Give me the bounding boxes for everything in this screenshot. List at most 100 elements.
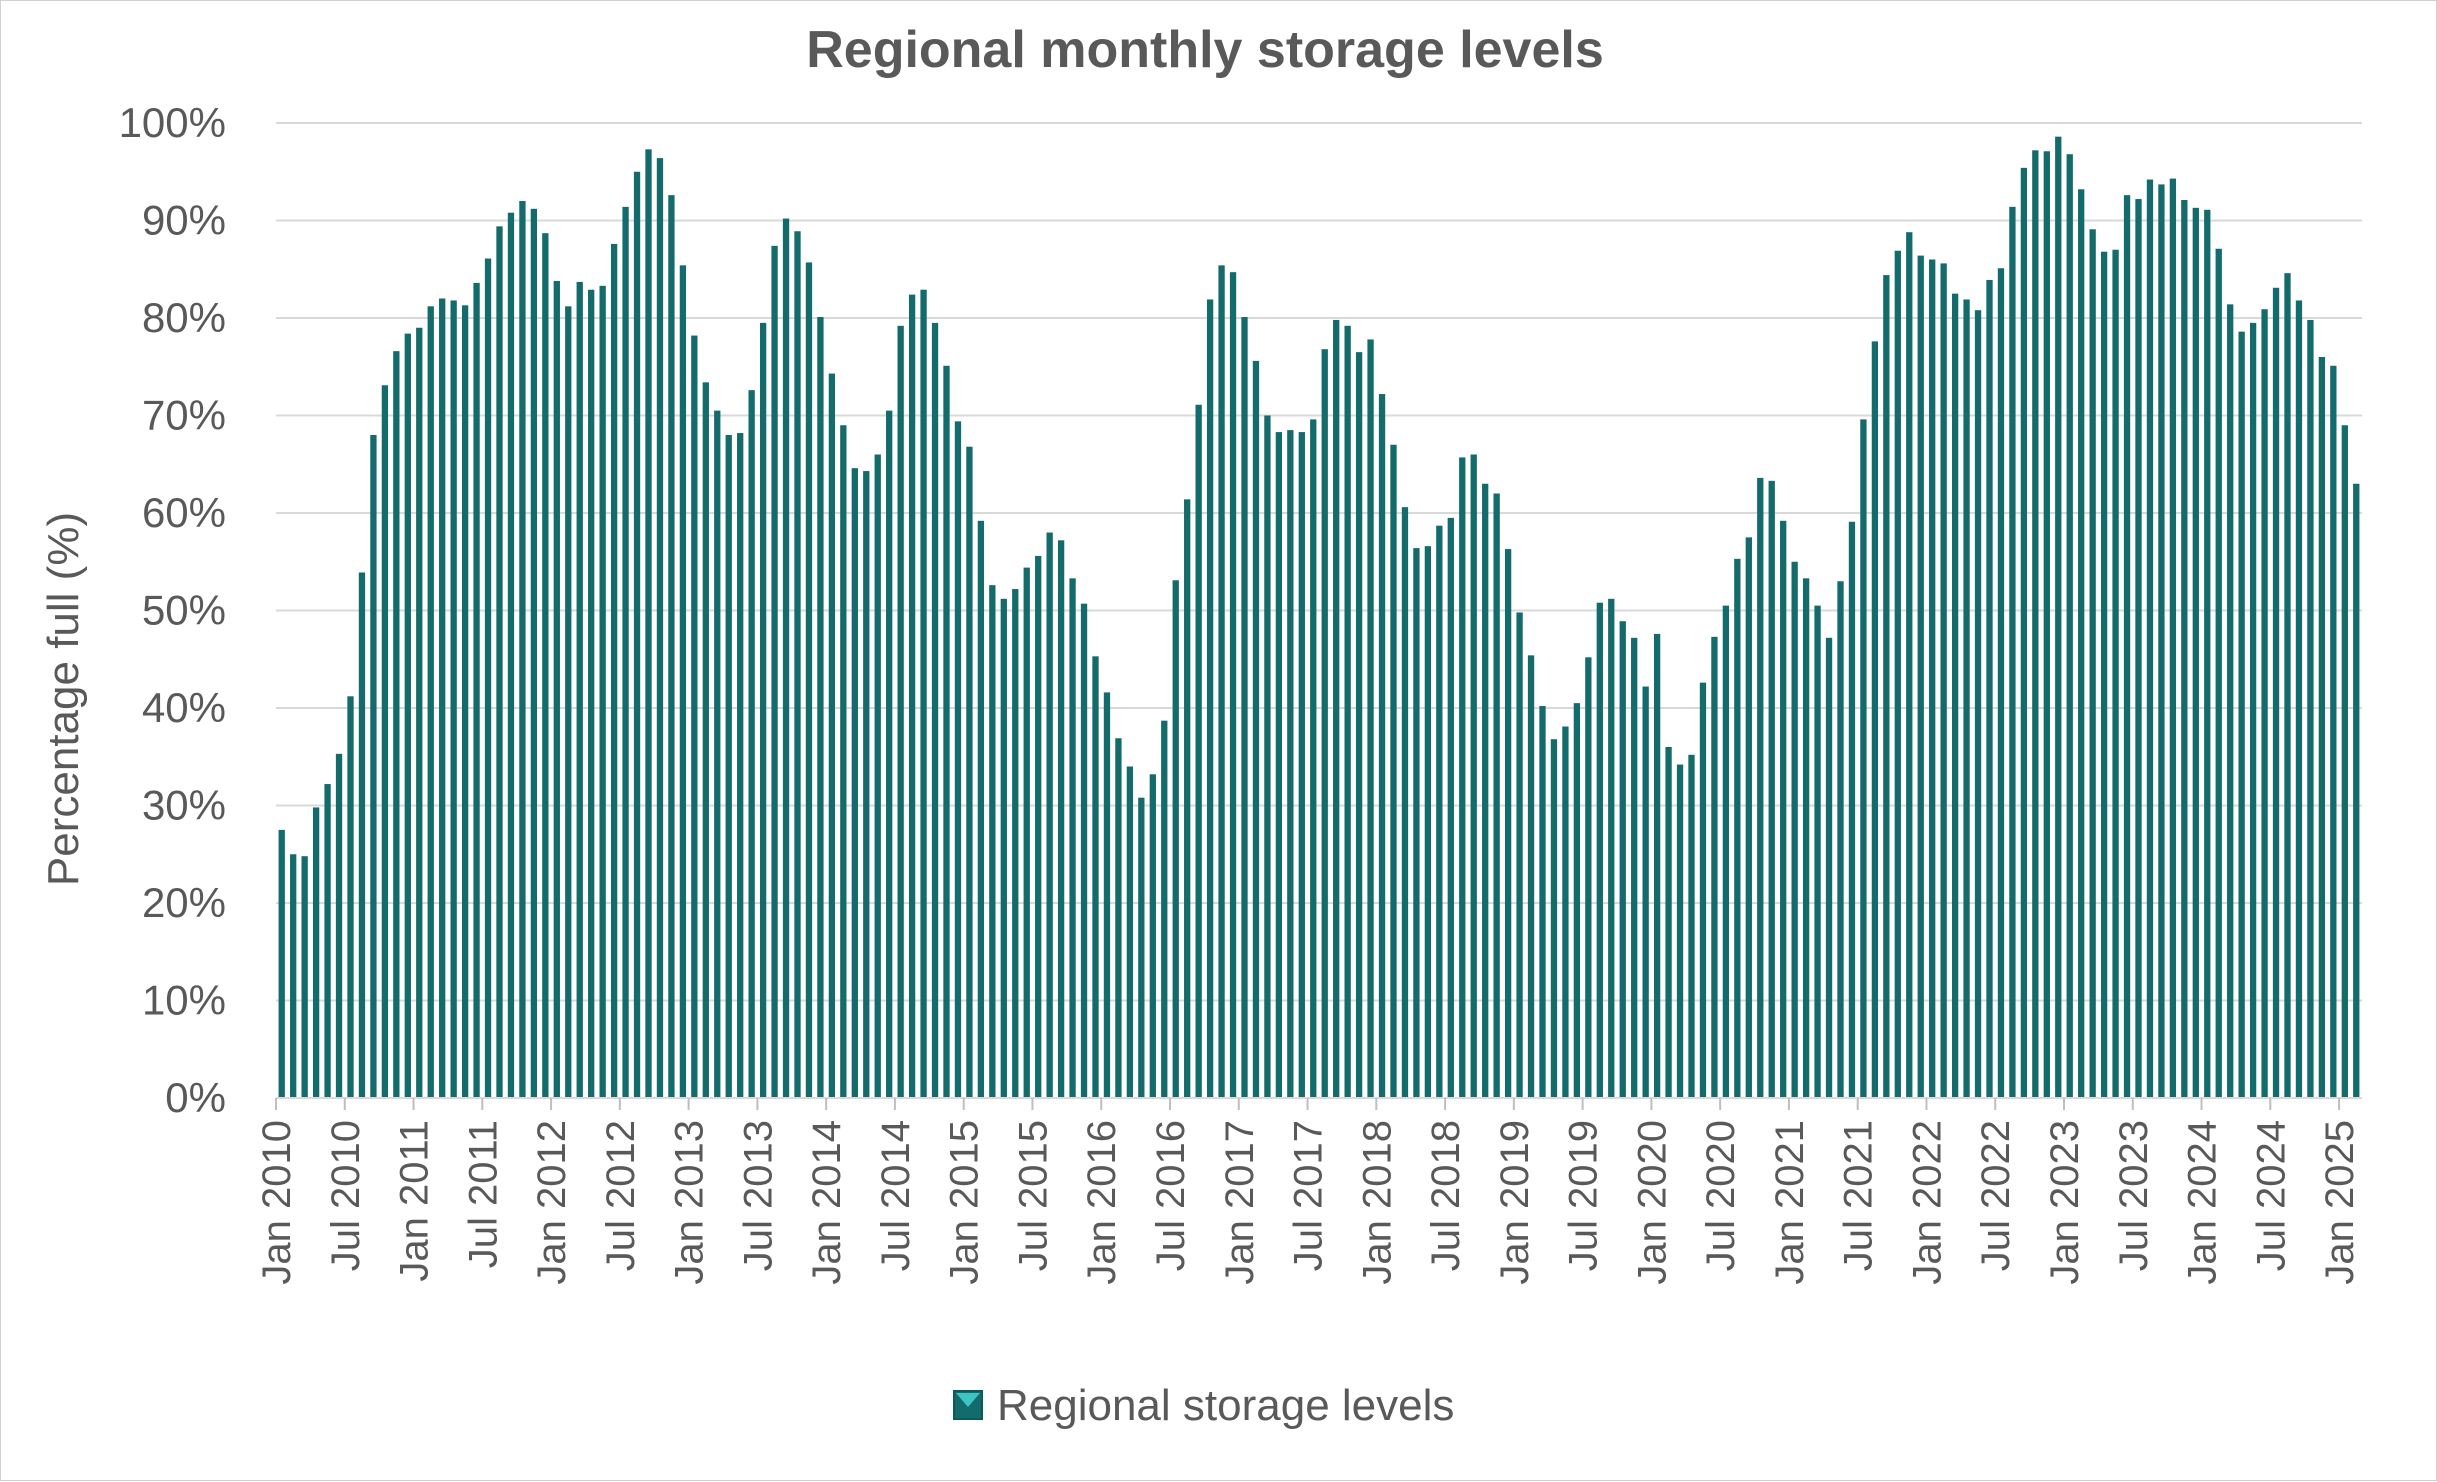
bar [656,158,664,1099]
x-tick-label: Jan 2018 [1355,1120,1399,1285]
x-tick-label: Jan 2013 [668,1120,712,1285]
bar [702,382,709,1099]
bar [1894,250,1901,1099]
bar [1848,521,1856,1098]
bar [2181,200,2188,1098]
y-tick-label: 20% [142,879,226,926]
bar [1367,339,1374,1098]
bar [2307,319,2314,1098]
bar [989,585,996,1098]
bar [1596,602,1603,1098]
bar [2009,206,2016,1099]
bar [312,807,320,1098]
bar [2135,199,2142,1099]
bar [2272,287,2280,1098]
bar [1734,558,1741,1098]
bar [439,298,446,1098]
bar [828,373,836,1099]
bar [817,317,824,1098]
x-tick-label: Jul 2014 [874,1120,918,1271]
bar [507,212,515,1098]
bar [1631,637,1638,1098]
bar [1378,394,1386,1098]
x-tick-labels: Jan 2010 Jul 2010 Jan 2011 Jul 2011 Jan 2012… [255,1098,2362,1285]
bar [2146,179,2154,1099]
bar [1275,432,1283,1099]
bar [278,829,285,1099]
bar [519,201,526,1098]
y-tick-label: 30% [142,782,226,829]
bar [2066,154,2073,1098]
bar [1837,581,1844,1098]
bar [484,258,492,1098]
bar [1722,605,1730,1099]
bar [1459,457,1466,1098]
y-tick-label: 50% [142,587,226,634]
x-tick-label: Jan 2016 [1080,1120,1124,1285]
bar [1642,686,1649,1098]
chart-title: Regional monthly storage levels [806,21,1604,79]
bar [1986,279,1993,1099]
x-tick-label: Jul 2020 [1699,1120,1743,1271]
bar [1298,432,1305,1099]
x-tick-label: Jul 2023 [2112,1120,2156,1271]
bar [897,325,904,1098]
x-tick-label: Jul 2022 [1974,1120,2018,1271]
x-tick-label: Jul 2011 [461,1120,505,1268]
bar [1344,325,1351,1098]
bar [1218,265,1225,1099]
bar [886,410,893,1099]
x-tick-label: Jul 2016 [1149,1120,1193,1271]
bar [1115,738,1122,1098]
bar [1871,341,1879,1098]
y-tick-label: 70% [142,392,226,439]
x-tick-label: Jan 2019 [1493,1120,1537,1285]
bar [1080,603,1088,1098]
bar [2227,304,2234,1099]
y-tick-label: 40% [142,684,226,731]
bar [771,245,778,1099]
bar [2112,249,2119,1098]
bar [1527,655,1535,1098]
x-tick-label: Jul 2019 [1562,1120,1606,1271]
x-tick-label: Jul 2018 [1424,1120,1468,1271]
bar [335,753,343,1098]
bar [1665,747,1672,1098]
bar [404,333,411,1099]
bar [473,282,480,1098]
x-tick-label: Jan 2010 [255,1120,299,1285]
bar [1504,549,1512,1098]
bar [1929,259,1936,1098]
bar [1757,477,1764,1098]
x-tick-label: Jan 2024 [2181,1120,2225,1285]
bar [2020,167,2028,1099]
bar [2204,209,2211,1098]
bar [633,171,641,1098]
bar [1917,255,1924,1099]
bar [1321,349,1328,1098]
bar [427,306,434,1098]
legend-label: Regional storage levels [997,1381,1454,1430]
bar [1653,633,1661,1098]
bar [874,454,881,1098]
bar [2284,273,2291,1098]
bar [1768,480,1775,1099]
bar [1252,360,1260,1098]
bar [977,520,985,1098]
bar [2169,178,2177,1098]
bar [1493,493,1500,1098]
x-tick-label: Jan 2022 [1906,1120,1950,1285]
x-tick-label: Jul 2013 [736,1120,780,1271]
bar [610,243,618,1098]
x-tick-label: Jan 2011 [393,1120,437,1282]
bar [1390,444,1397,1098]
bar [759,322,767,1099]
bar [1745,537,1752,1099]
bar [1172,580,1179,1098]
bar [1229,272,1237,1098]
bar [381,385,389,1098]
bar [1241,317,1248,1098]
bar [1906,232,1913,1098]
bar [1287,430,1294,1099]
bar [622,206,629,1099]
